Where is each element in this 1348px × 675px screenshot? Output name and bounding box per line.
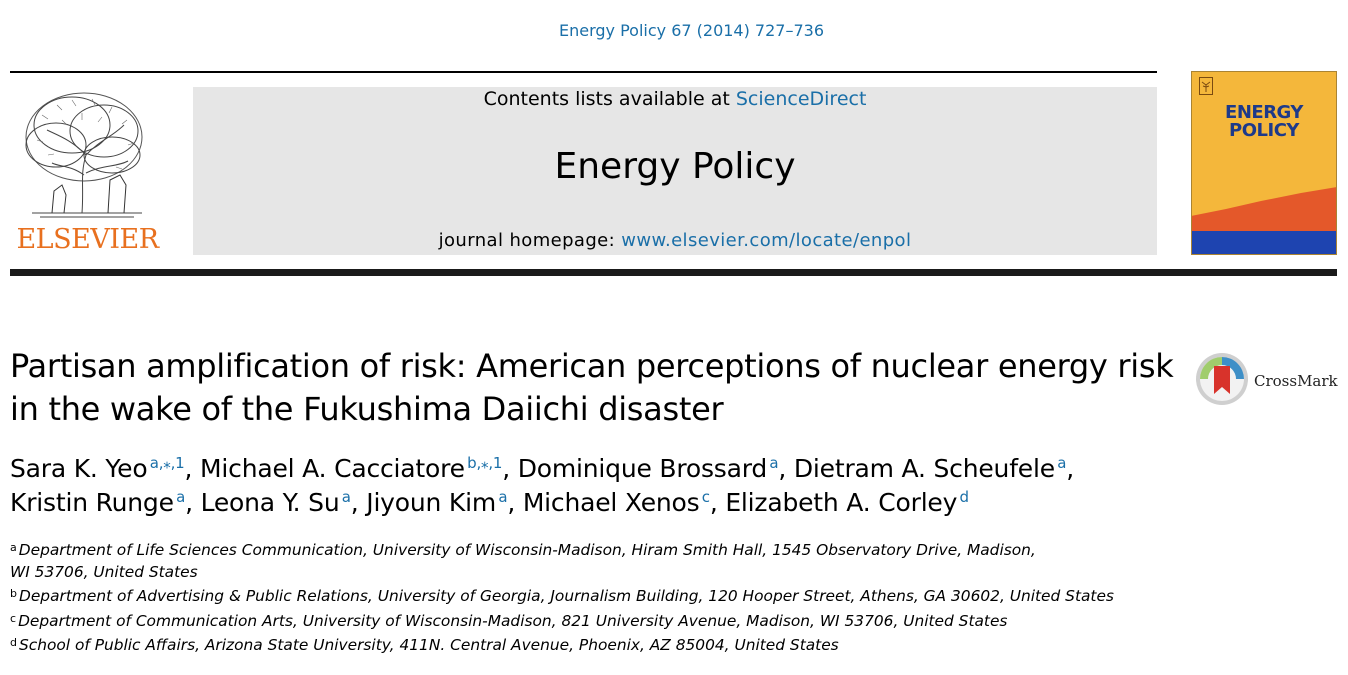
author-name: Dominique Brossard [517,454,768,483]
author-name: Dietram A. Scheufele [793,454,1055,483]
author[interactable]: Leona Y. Su a [201,488,351,517]
header-rule [10,269,1337,276]
affiliation-text: Department of Life Sciences Communicatio… [18,541,1036,559]
author-name: Michael A. Cacciatore [200,454,465,483]
affiliation-label: a [10,541,17,554]
author-name: Michael Xenos [522,488,700,517]
journal-cover[interactable]: ENERGY POLICY [1191,71,1337,255]
author-affil-link[interactable]: a [176,488,186,506]
author-affil-link[interactable]: c [701,488,710,506]
contents-prefix: Contents lists available at [483,88,736,110]
author-separator: , [778,454,794,483]
crossmark-badge[interactable]: CrossMark [1195,352,1340,410]
homepage-line: journal homepage: www.elsevier.com/locat… [193,230,1157,252]
author-separator: , [507,488,523,517]
top-rule [10,71,1157,73]
author-affil-link[interactable]: a,⁎,1 [149,454,185,472]
cover-art [1191,187,1337,255]
author[interactable]: Michael Xenos c [523,488,710,517]
author-separator: , [185,488,201,517]
contents-line: Contents lists available at ScienceDirec… [193,87,1157,111]
crossmark-icon [1196,353,1248,405]
author-list: Sara K. Yeo a,⁎,1, Michael A. Cacciatore… [10,452,1310,520]
crossmark-label: CrossMark [1254,372,1338,390]
author-name: Kristin Runge [10,488,174,517]
elsevier-tree-icon [25,92,143,218]
author[interactable]: Kristin Runge a [10,488,185,517]
journal-name[interactable]: Energy Policy [554,146,796,187]
author-separator: , [709,488,726,517]
elsevier-wordmark: ELSEVIER [16,224,159,255]
author-separator: , [1066,454,1074,483]
elsevier-logo[interactable]: ELSEVIER [10,85,165,255]
elsevier-small-icon [1199,77,1213,95]
affiliation-item-continued: WI 53706, United States [10,562,198,581]
journal-banner: Contents lists available at ScienceDirec… [193,87,1157,255]
affiliation-item: b Department of Advertising & Public Rela… [10,583,1310,608]
affiliation-text: School of Public Affairs, Arizona State … [18,636,839,654]
author-affil-link[interactable]: b,⁎,1 [467,454,503,472]
author-separator: , [350,488,367,517]
author-affil-link[interactable]: a [1057,454,1067,472]
sciencedirect-link[interactable]: ScienceDirect [735,88,867,110]
cover-border [1191,71,1337,255]
affiliation-item: d School of Public Affairs, Arizona State… [10,632,1310,657]
cover-title-line2: POLICY [1229,120,1299,141]
affiliation-label: c [10,611,17,625]
cover-title-line1: ENERGY [1225,102,1303,123]
affiliation-label: d [10,636,17,649]
author-affil-link[interactable]: a [498,488,508,506]
author-name: Sara K. Yeo [10,454,148,483]
author[interactable]: Michael A. Cacciatore b,⁎,1 [200,454,502,483]
journal-citation[interactable]: Energy Policy 67 (2014) 727–736 [558,21,825,40]
author-affil-link[interactable]: d [959,488,970,506]
affiliation-text: Department of Advertising & Public Relat… [18,587,1114,605]
cover-title: ENERGY POLICY [1191,104,1337,140]
author[interactable]: Dietram A. Scheufele a [793,454,1067,483]
author[interactable]: Dominique Brossard a [518,454,779,483]
author[interactable]: Jiyoun Kim a [366,488,507,517]
affiliation-label: b [10,587,17,600]
author-name: Jiyoun Kim [366,488,497,517]
affiliation-item: a Department of Life Sciences Communicati… [10,537,1310,562]
author-name: Elizabeth A. Corley [725,488,958,517]
article-title: Partisan amplification of risk: American… [10,347,1174,428]
author-separator: , [502,454,518,483]
author-affil-link[interactable]: a [341,488,351,506]
affiliation-item: c Department of Communication Arts, Unive… [10,608,1310,633]
homepage-link[interactable]: www.elsevier.com/locate/enpol [621,230,912,251]
author-separator: , [184,454,201,483]
author[interactable]: Elizabeth A. Corley d [725,488,969,517]
author[interactable]: Sara K. Yeo a,⁎,1 [10,454,185,483]
author-affil-link[interactable]: a [769,454,779,472]
affiliation-list: a Department of Life Sciences Communicati… [10,537,1310,657]
homepage-prefix: journal homepage: [438,230,622,251]
author-name: Leona Y. Su [200,488,340,517]
affiliation-text: Department of Communication Arts, Univer… [18,611,1008,630]
